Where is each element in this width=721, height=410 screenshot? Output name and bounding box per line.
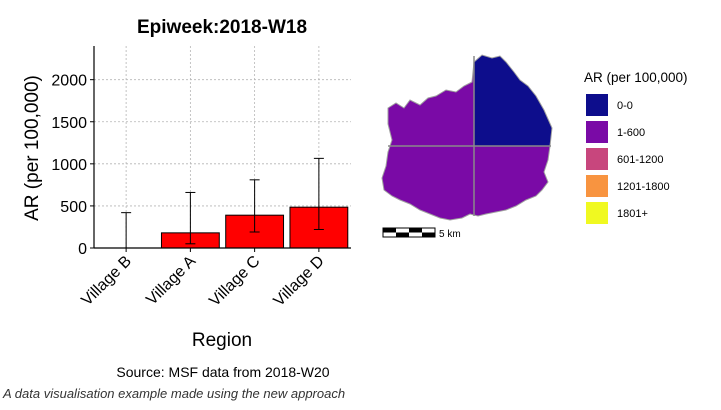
figure-caption: A data visualisation example made using … — [3, 386, 346, 401]
x-tick-label: Village B — [78, 253, 134, 309]
legend-swatch — [586, 121, 608, 143]
legend-title: AR (per 100,000) — [584, 70, 688, 85]
map-region-sw — [382, 146, 474, 220]
legend-swatch — [586, 202, 608, 224]
y-axis-label: AR (per 100,000) — [22, 75, 43, 221]
y-tick-label: 2000 — [51, 73, 87, 90]
error-bars — [121, 157, 324, 249]
region-map: 5 km — [381, 54, 553, 240]
map-legend: AR (per 100,000) 0-0 1-600 601-1200 1201-18… — [584, 70, 688, 224]
legend-label: 1801+ — [617, 208, 648, 220]
legend-swatch — [586, 148, 608, 170]
chart-title: Epiweek:2018-W18 — [137, 17, 307, 38]
x-tick-label: Village C — [206, 253, 263, 310]
y-tick-label: 0 — [78, 241, 87, 258]
legend-swatch — [586, 94, 608, 116]
y-tick-label: 1000 — [51, 157, 87, 174]
y-tick-label: 500 — [60, 199, 87, 216]
map-scale-bar: 5 km — [382, 227, 461, 240]
map-region-ne — [474, 55, 552, 146]
legend-label: 0-0 — [617, 100, 633, 112]
y-ticks: 0 500 1000 1500 2000 — [51, 73, 94, 258]
x-tick-label: Village A — [143, 253, 199, 309]
x-ticks: Village B Village A Village C Village D — [78, 248, 328, 310]
figure: Epiweek:2018-W18 0 500 1000 1500 2000 Villag… — [22, 17, 688, 380]
map-outline — [381, 54, 553, 221]
legend-swatch — [586, 175, 608, 197]
legend-label: 1201-1800 — [617, 181, 670, 193]
map-scale-label: 5 km — [439, 229, 461, 240]
map-region-nw — [382, 55, 474, 146]
legend-label: 1-600 — [617, 127, 645, 139]
y-tick-label: 1500 — [51, 115, 87, 132]
x-axis-label: Region — [192, 330, 252, 351]
x-tick-label: Village D — [271, 253, 328, 310]
legend-label: 601-1200 — [617, 154, 664, 166]
source-note: Source: MSF data from 2018-W20 — [116, 364, 329, 380]
